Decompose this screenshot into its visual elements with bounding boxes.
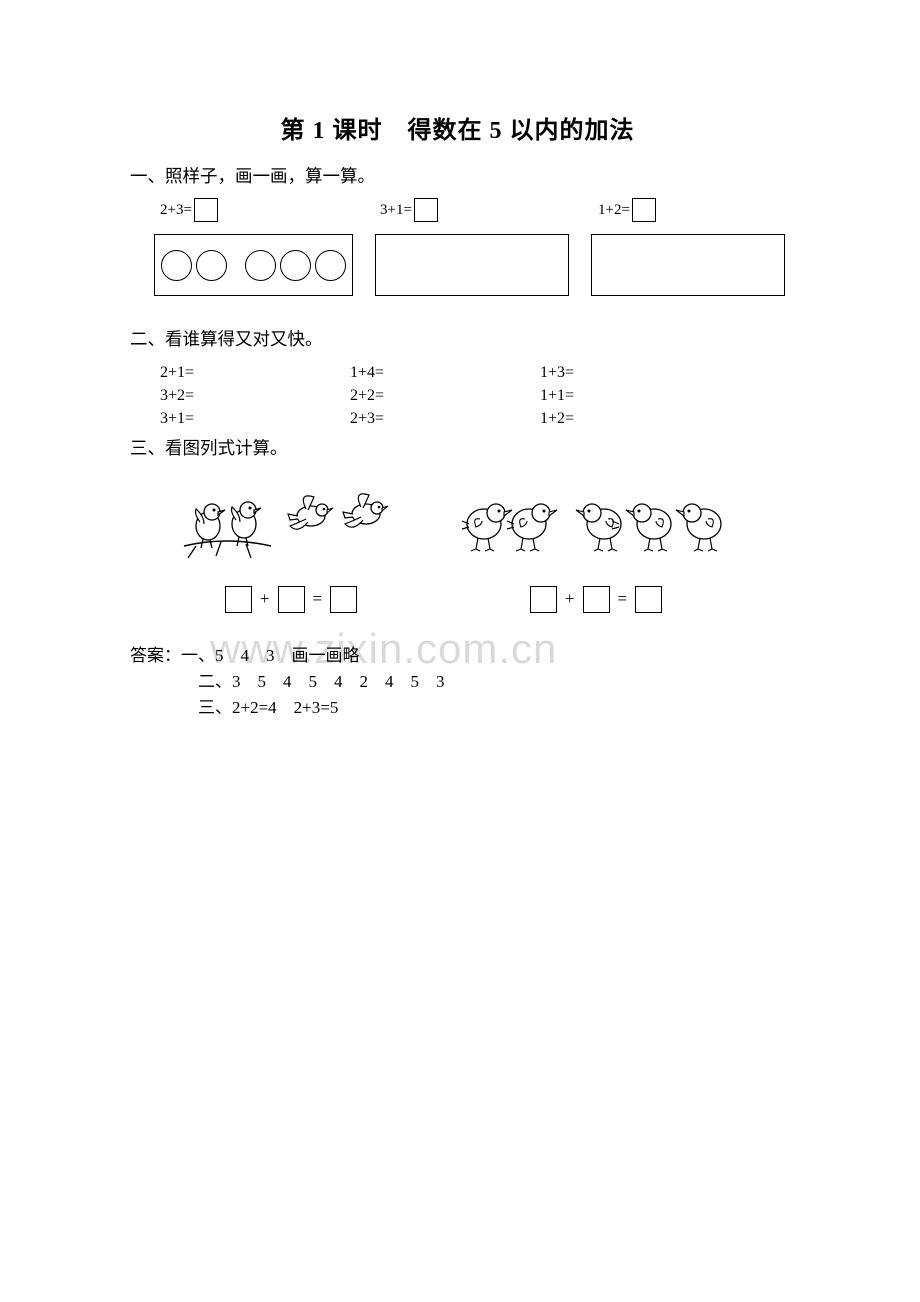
calc-cell: 1+1=: [540, 384, 730, 407]
answer-box[interactable]: [278, 586, 305, 613]
answer-box[interactable]: [583, 586, 610, 613]
answer-box[interactable]: [530, 586, 557, 613]
answers-block: 答案：一、5 4 3 画一画略 二、3 5 4 5 4 2 4 5 3 三、2+…: [130, 643, 785, 722]
section1-heading: 一、照样子，画一画，算一算。: [130, 163, 785, 188]
circle-icon: [161, 250, 192, 281]
calc-row: 3+2= 2+2= 1+1=: [160, 384, 785, 407]
answer-box[interactable]: [414, 198, 438, 222]
section2-heading: 二、看谁算得又对又快。: [130, 326, 785, 351]
picture-problems-row: + =: [176, 474, 785, 613]
answer-box[interactable]: [194, 198, 218, 222]
circle-icon: [280, 250, 311, 281]
answers-line2: 二、3 5 4 5 4 2 4 5 3: [198, 669, 785, 695]
page-title: 第 1 课时 得数在 5 以内的加法: [130, 110, 785, 145]
calc-row: 3+1= 2+3= 1+2=: [160, 407, 785, 430]
picture-block-chicks: + =: [456, 474, 736, 613]
answers-line3: 三、2+2=4 2+3=5: [198, 695, 785, 721]
equation-text: 2+3=: [160, 202, 192, 219]
calc-cell: 1+4=: [350, 361, 540, 384]
equation-item: 3+1=: [380, 198, 598, 222]
draw-box-empty[interactable]: [375, 234, 569, 296]
answer-box[interactable]: [225, 586, 252, 613]
equation-text: 3+1=: [380, 202, 412, 219]
calc-cell: 1+3=: [540, 361, 730, 384]
calc-cell: 3+1=: [160, 407, 350, 430]
calc-cell: 3+2=: [160, 384, 350, 407]
circle-icon: [196, 250, 227, 281]
answers-label: 答案：: [130, 646, 181, 665]
birds-illustration: [176, 474, 406, 564]
section3-heading: 三、看图列式计算。: [130, 435, 785, 460]
equation-item: 2+3=: [160, 198, 380, 222]
picture-block-birds: + =: [176, 474, 406, 613]
worksheet-page: 第 1 课时 得数在 5 以内的加法 一、照样子，画一画，算一算。 2+3= 3…: [0, 0, 920, 1302]
equals-sign: =: [618, 589, 628, 609]
equation-text: 1+2=: [598, 202, 630, 219]
draw-boxes-row: [154, 234, 785, 296]
calc-cell: 2+3=: [350, 407, 540, 430]
draw-box-empty[interactable]: [591, 234, 785, 296]
calc-cell: 2+1=: [160, 361, 350, 384]
calc-row: 2+1= 1+4= 1+3=: [160, 361, 785, 384]
draw-box-example: [154, 234, 353, 296]
answers-line1: 答案：一、5 4 3 画一画略: [130, 643, 785, 669]
circle-icon: [315, 250, 346, 281]
answer-box[interactable]: [635, 586, 662, 613]
answer-box[interactable]: [632, 198, 656, 222]
picture-equation: + =: [530, 586, 662, 613]
answer-box[interactable]: [330, 586, 357, 613]
circle-icon: [245, 250, 276, 281]
section1-equation-row: 2+3= 3+1= 1+2=: [160, 198, 785, 222]
picture-equation: + =: [225, 586, 357, 613]
equation-item: 1+2=: [598, 198, 656, 222]
equals-sign: =: [313, 589, 323, 609]
calc-cell: 2+2=: [350, 384, 540, 407]
plus-sign: +: [260, 589, 270, 609]
answers-text: 一、5 4 3 画一画略: [181, 646, 360, 665]
plus-sign: +: [565, 589, 575, 609]
calc-cell: 1+2=: [540, 407, 730, 430]
chicks-illustration: [456, 474, 736, 564]
